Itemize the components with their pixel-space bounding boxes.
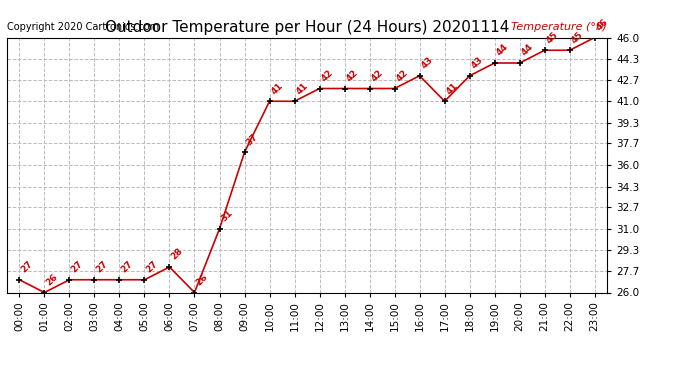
Text: 43: 43 — [420, 56, 435, 70]
Text: 27: 27 — [19, 260, 34, 274]
Text: 31: 31 — [219, 209, 235, 224]
Text: 27: 27 — [144, 260, 160, 274]
Text: 43: 43 — [470, 56, 485, 70]
Text: 41: 41 — [270, 81, 285, 96]
Text: 41: 41 — [295, 81, 310, 96]
Text: 27: 27 — [95, 260, 110, 274]
Text: 26: 26 — [195, 272, 210, 287]
Text: 45: 45 — [570, 30, 585, 45]
Text: 44: 44 — [495, 42, 510, 58]
Text: 42: 42 — [319, 68, 335, 83]
Text: 37: 37 — [244, 132, 260, 147]
Title: Outdoor Temperature per Hour (24 Hours) 20201114: Outdoor Temperature per Hour (24 Hours) … — [105, 20, 509, 35]
Text: 27: 27 — [70, 260, 85, 274]
Text: 42: 42 — [370, 68, 385, 83]
Text: 27: 27 — [119, 260, 135, 274]
Text: Temperature (°F): Temperature (°F) — [511, 22, 607, 32]
Text: 46: 46 — [595, 17, 610, 32]
Text: 42: 42 — [395, 68, 410, 83]
Text: 42: 42 — [344, 68, 360, 83]
Text: 26: 26 — [44, 272, 59, 287]
Text: 41: 41 — [444, 81, 460, 96]
Text: 45: 45 — [544, 30, 560, 45]
Text: 28: 28 — [170, 247, 185, 262]
Text: 44: 44 — [520, 42, 535, 58]
Text: Copyright 2020 Cartronics.com: Copyright 2020 Cartronics.com — [7, 22, 159, 32]
